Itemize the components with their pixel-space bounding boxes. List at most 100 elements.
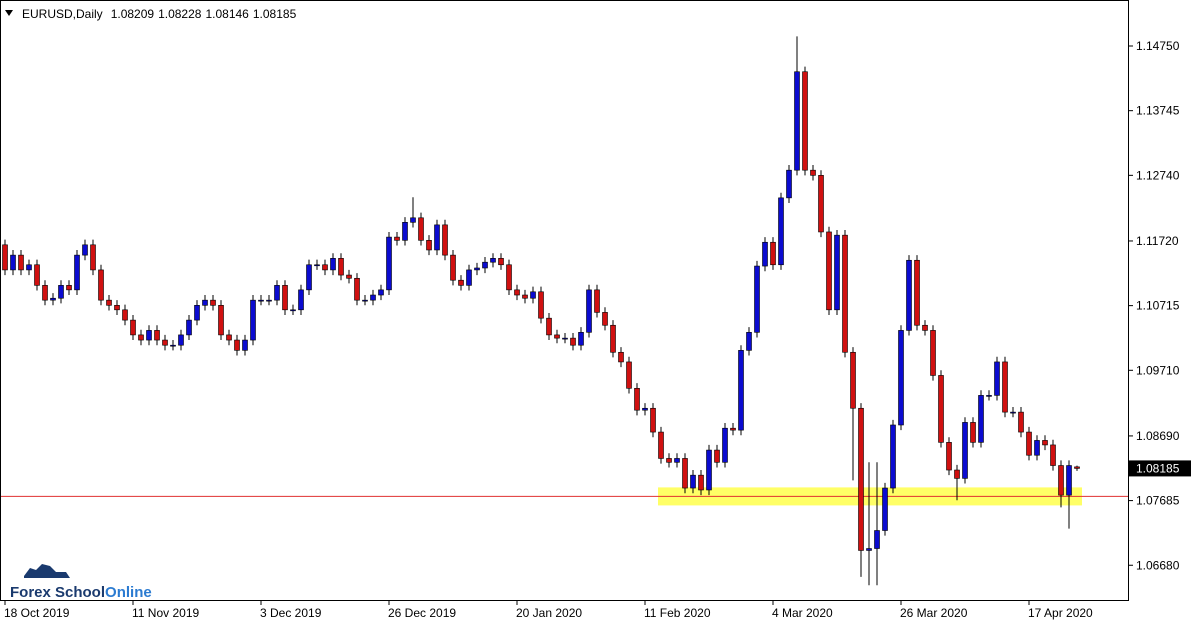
candle-body: [810, 169, 816, 176]
logo-text-main: Forex School: [10, 584, 105, 601]
candle-body: [458, 279, 464, 286]
candle-body: [898, 330, 904, 426]
candle-body: [282, 285, 288, 311]
candle-body: [658, 431, 664, 459]
candle-body: [154, 330, 160, 341]
candle-body: [578, 332, 584, 346]
candle-body: [914, 259, 920, 326]
candle-body: [178, 334, 184, 346]
x-tick-label: 3 Dec 2019: [260, 606, 322, 620]
candle-body: [498, 258, 504, 266]
candle-body: [882, 487, 888, 531]
y-tick-label: 1.06680: [1136, 558, 1180, 572]
candle-body: [290, 309, 296, 312]
candle-body: [522, 294, 528, 299]
candle-body: [450, 254, 456, 281]
candle-body: [138, 334, 144, 341]
candle-body: [490, 258, 496, 263]
candle-body: [650, 407, 656, 433]
candle-body: [698, 474, 704, 491]
candle-body: [610, 324, 616, 353]
candle-body: [322, 264, 328, 271]
candle-body: [938, 375, 944, 443]
x-tick-label: 17 Apr 2020: [1028, 606, 1093, 620]
candle-body: [538, 291, 544, 319]
candle-body: [794, 71, 800, 171]
candle-body: [218, 305, 224, 336]
candle-body: [1026, 431, 1032, 456]
candle-body: [858, 407, 864, 551]
candle-body: [306, 264, 312, 291]
candle-body: [186, 319, 192, 336]
candle-body: [746, 332, 752, 351]
candle-body: [906, 259, 912, 331]
x-tick-label: 18 Oct 2019: [4, 606, 70, 620]
candle-body: [714, 449, 720, 463]
candle-body: [506, 264, 512, 291]
candle-body: [402, 222, 408, 241]
y-tick-label: 1.13745: [1136, 104, 1180, 118]
y-tick-label: 1.14750: [1136, 39, 1180, 53]
candle-body: [594, 289, 600, 313]
candle-body: [682, 458, 688, 489]
candle-body: [474, 267, 480, 271]
y-tick-label: 1.08690: [1136, 429, 1180, 443]
candle-body: [994, 361, 1000, 396]
candle-body: [530, 291, 536, 299]
candle-body: [962, 422, 968, 479]
candle-body: [258, 299, 264, 302]
x-tick-label: 11 Nov 2019: [132, 606, 199, 620]
candle-body: [634, 388, 640, 411]
candle-body: [730, 427, 736, 431]
candle-body: [66, 285, 72, 291]
candle-body: [106, 299, 112, 306]
candle-body: [554, 334, 560, 339]
candle-body: [50, 297, 56, 301]
candle-body: [690, 474, 696, 489]
candle-body: [2, 244, 8, 271]
candle-body: [570, 337, 576, 346]
candle-body: [34, 264, 40, 286]
candle-body: [482, 261, 488, 269]
candle-body: [1034, 440, 1040, 456]
candle-body: [930, 330, 936, 376]
candle-body: [626, 361, 632, 389]
logo-text: Forex SchoolOnline: [10, 584, 152, 601]
candle-body: [546, 317, 552, 336]
logo-text-accent: Online: [105, 584, 152, 601]
y-tick-label: 1.12740: [1136, 168, 1180, 182]
candle-body: [42, 285, 48, 301]
candle-body: [866, 548, 872, 551]
candle-body: [706, 449, 712, 491]
y-tick-label: 1.09710: [1136, 363, 1180, 377]
candle-body: [58, 285, 64, 299]
candle-body: [778, 197, 784, 266]
candle-body: [274, 285, 280, 301]
candle-body: [466, 269, 472, 286]
candle-body: [234, 339, 240, 351]
candle-body: [642, 407, 648, 411]
candle-body: [970, 422, 976, 443]
candle-body: [1010, 411, 1016, 414]
candle-body: [874, 530, 880, 549]
candle-body: [890, 424, 896, 489]
candle-body: [346, 274, 352, 279]
candle-body: [762, 241, 768, 267]
candle-body: [946, 442, 952, 471]
candle-body: [666, 458, 672, 463]
header-low: 1.08146: [205, 7, 249, 21]
y-tick-label: 1.07685: [1136, 494, 1180, 508]
candle-body: [442, 224, 448, 256]
candle-body: [722, 427, 728, 463]
x-tick-label: 26 Dec 2019: [388, 606, 456, 620]
candle-body: [850, 351, 856, 409]
candle-body: [1066, 465, 1072, 496]
candle-body: [842, 234, 848, 353]
candle-body: [354, 277, 360, 301]
candle-body: [786, 169, 792, 199]
candle-body: [266, 299, 272, 302]
candle-body: [18, 254, 24, 271]
candle-body: [426, 240, 432, 251]
candle-body: [242, 339, 248, 351]
